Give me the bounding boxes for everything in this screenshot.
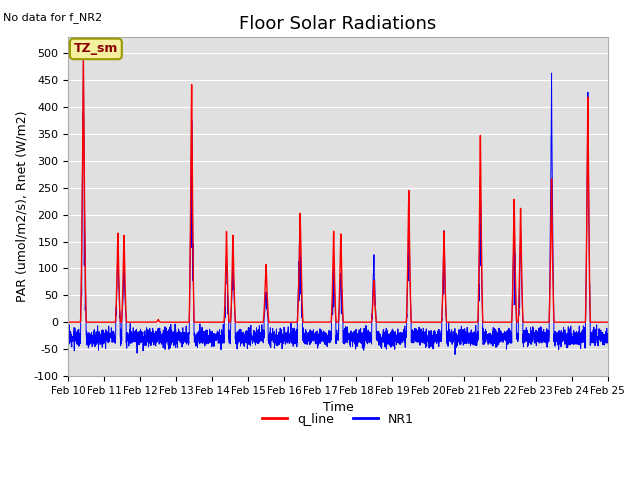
q_line: [161, 319, 169, 325]
q_line: [604, 319, 611, 325]
NR1: [429, 333, 436, 338]
NR1: [161, 339, 169, 345]
NR1: [318, 338, 326, 344]
X-axis label: Time: Time: [323, 401, 353, 414]
q_line: [603, 319, 611, 325]
Line: q_line: q_line: [68, 60, 607, 322]
q_line: [490, 319, 497, 325]
NR1: [451, 351, 459, 357]
NR1: [79, 42, 87, 48]
NR1: [490, 327, 497, 333]
NR1: [459, 328, 467, 334]
Y-axis label: PAR (umol/m2/s), Rnet (W/m2): PAR (umol/m2/s), Rnet (W/m2): [15, 111, 28, 302]
Text: TZ_sm: TZ_sm: [74, 42, 118, 55]
Line: NR1: NR1: [68, 45, 607, 354]
q_line: [79, 57, 87, 63]
NR1: [604, 338, 611, 344]
NR1: [604, 331, 611, 336]
Title: Floor Solar Radiations: Floor Solar Radiations: [239, 15, 436, 33]
q_line: [459, 319, 467, 325]
q_line: [65, 319, 72, 325]
Text: No data for f_NR2: No data for f_NR2: [3, 12, 102, 23]
NR1: [65, 332, 72, 338]
Legend: q_line, NR1: q_line, NR1: [257, 408, 419, 431]
q_line: [318, 319, 326, 325]
q_line: [429, 319, 436, 325]
